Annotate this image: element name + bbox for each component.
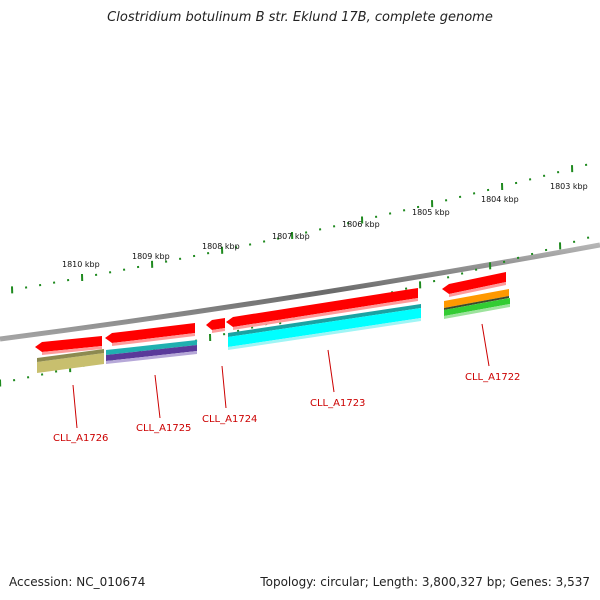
feature-bar-green xyxy=(444,298,510,316)
scale-label: 1808 kbp xyxy=(202,242,240,251)
gene-label[interactable]: CLL_A1722 xyxy=(465,372,520,383)
gene-arrow xyxy=(105,323,195,343)
gene-label[interactable]: CLL_A1726 xyxy=(53,433,108,444)
gene-leader-lines xyxy=(72,323,490,429)
gene-arrow-shadow xyxy=(212,328,225,333)
gene-cll-a1724[interactable] xyxy=(206,318,225,333)
gene-label[interactable]: CLL_A1725 xyxy=(136,423,191,434)
gene-arrow xyxy=(226,288,418,327)
gene-cll-a1722[interactable] xyxy=(442,272,510,319)
gene-arrow xyxy=(206,318,225,330)
feature-bar-teal xyxy=(106,340,197,355)
gene-labels: CLL_A1726 CLL_A1725 CLL_A1724 CLL_A1723 … xyxy=(53,372,520,444)
page-title: Clostridium botulinum B str. Eklund 17B,… xyxy=(107,10,493,25)
length-label: Length: xyxy=(372,575,419,589)
length-value: 3,800,327 bp xyxy=(421,575,502,589)
gene-label[interactable]: CLL_A1723 xyxy=(310,398,365,409)
gene-cll-a1725[interactable] xyxy=(105,323,197,364)
scale-label: 1809 kbp xyxy=(132,252,170,261)
genes-value: 3,537 xyxy=(555,575,590,589)
feature-bar-purple xyxy=(106,345,197,361)
topology-label: Topology: xyxy=(260,575,317,589)
gene-arrow xyxy=(35,336,102,352)
gene-cll-a1726[interactable] xyxy=(35,336,104,373)
genome-backbone xyxy=(0,242,600,342)
scale-label: 1804 kbp xyxy=(481,195,519,204)
feature-bar-olive xyxy=(37,353,104,373)
scale-labels: 1810 kbp 1809 kbp 1808 kbp 1807 kbp 1806… xyxy=(62,182,588,269)
genome-stats: Topology: circular; Length: 3,800,327 bp… xyxy=(260,575,590,589)
gene-arrow xyxy=(442,272,506,294)
gene-label[interactable]: CLL_A1724 xyxy=(202,414,257,425)
genes-label: Genes: xyxy=(509,575,552,589)
feature-bar-cyan xyxy=(228,308,421,347)
feature-bar-orange xyxy=(444,289,509,308)
scale-label: 1807 kbp xyxy=(272,232,310,241)
gene-cll-a1723[interactable] xyxy=(226,288,421,350)
gene-arrow-shadow xyxy=(112,333,195,346)
feature-bar-dark xyxy=(444,296,509,310)
accession-value: NC_010674 xyxy=(76,575,146,589)
scale-label: 1806 kbp xyxy=(342,220,380,229)
feature-bar-cyan-shadow xyxy=(228,318,421,350)
accession-info: Accession: NC_010674 xyxy=(9,575,145,589)
gene-arrow-shadow xyxy=(233,298,418,330)
feature-bar-green-shadow xyxy=(444,304,510,319)
feature-bar-olive-shadow xyxy=(37,349,104,362)
accession-label: Accession: xyxy=(9,575,73,589)
feature-bar-lavender xyxy=(106,351,197,364)
upper-scale-ticks xyxy=(11,163,588,294)
feature-bar-cyan-top xyxy=(228,304,421,337)
gene-arrow-shadow xyxy=(42,346,102,355)
scale-label: 1805 kbp xyxy=(412,208,450,217)
scale-label: 1803 kbp xyxy=(550,182,588,191)
gene-arrow-shadow xyxy=(449,282,506,297)
scale-label: 1810 kbp xyxy=(62,260,100,269)
topology-value: circular xyxy=(320,575,365,589)
